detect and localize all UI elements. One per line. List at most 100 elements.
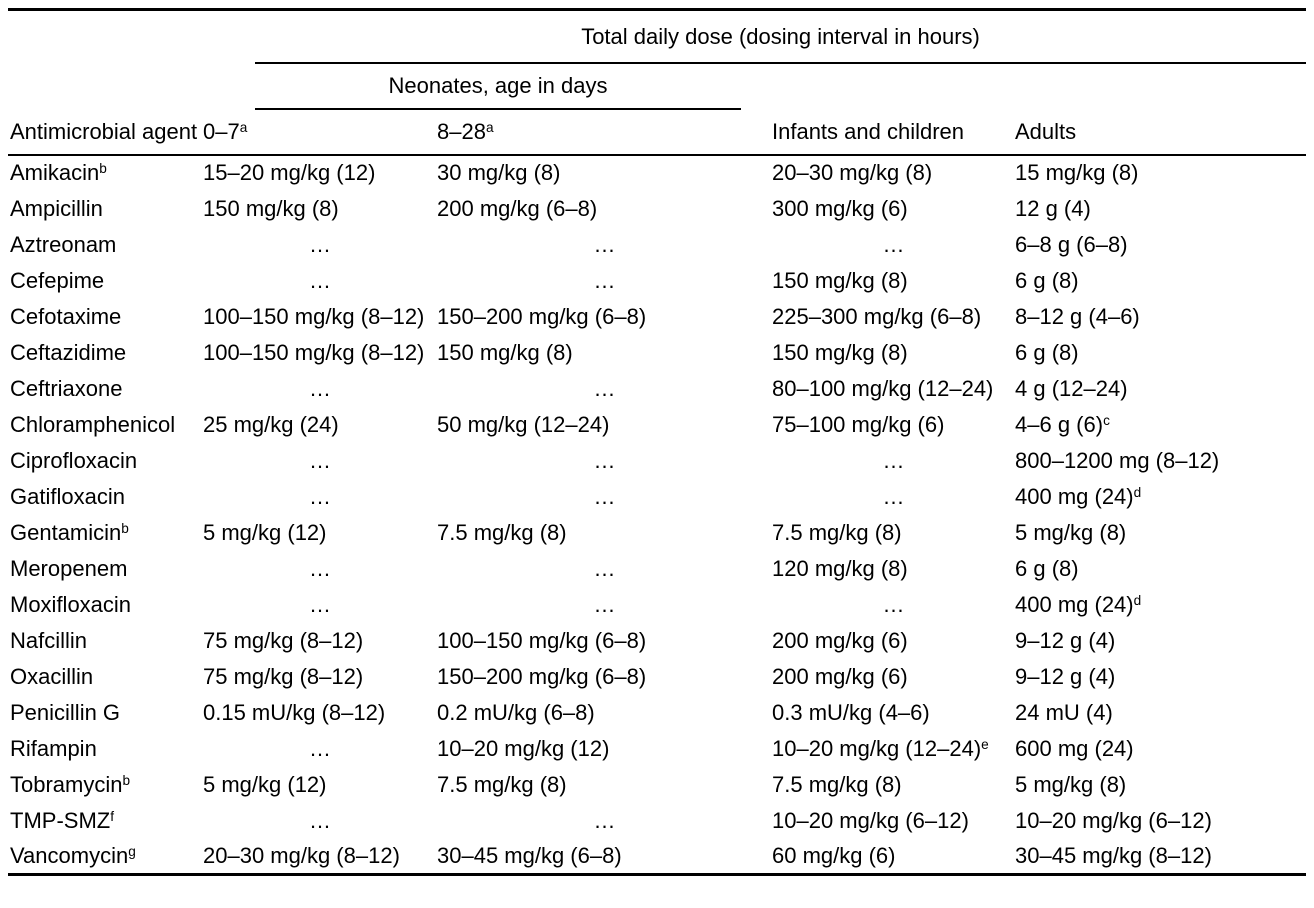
dose-cell: 150 mg/kg (8): [203, 195, 339, 221]
dose-cell: …: [593, 483, 616, 509]
dose-cell: 20–30 mg/kg (8): [772, 160, 933, 185]
col-header-adults: Adults: [1015, 109, 1307, 156]
footnote-marker-b: b: [99, 161, 107, 177]
dose-cell: 7.5 mg/kg (8): [437, 519, 567, 545]
dose-cell: 300 mg/kg (6): [772, 195, 908, 221]
dose-cell: 150 mg/kg (8): [437, 339, 573, 365]
dose-cell: 24 mU (4): [1015, 699, 1113, 725]
table-row: Moxifloxacin … … … 400 mg (24)d: [8, 587, 1306, 623]
footnote-marker-b: b: [122, 772, 131, 788]
dose-cell: …: [309, 375, 331, 401]
table-header: Total daily dose (dosing interval in hou…: [8, 10, 1307, 156]
dose-cell: 5 mg/kg (8): [1015, 519, 1127, 545]
dose-cell: …: [309, 555, 331, 581]
agent-cell: Gentamicinb: [10, 519, 129, 545]
table-row: Ciprofloxacin … … … 800–1200 mg (8–12): [8, 443, 1306, 479]
dose-cell: 75 mg/kg (8–12): [203, 663, 364, 689]
dose-cell: 4 g (12–24): [1015, 375, 1128, 401]
agent-cell: Vancomycing: [10, 842, 136, 868]
dose-cell: 200 mg/kg (6–8): [437, 195, 598, 221]
dose-cell: 10–20 mg/kg (12–24)e: [772, 735, 989, 761]
dose-cell: 9–12 g (4): [1015, 663, 1116, 689]
column-header-row: Antimicrobial agent 0–7a 8–28a Infants a…: [8, 109, 1307, 156]
dose-cell: 600 mg (24): [1015, 735, 1134, 761]
table-row: Ampicillin 150 mg/kg (8) 200 mg/kg (6–8) 30…: [8, 191, 1306, 227]
dose-cell: …: [593, 267, 616, 293]
dose-cell: 75–100 mg/kg (6): [772, 411, 945, 437]
dose-cell: 25 mg/kg (24): [203, 411, 339, 437]
agent-cell: Cefepime: [10, 267, 105, 293]
table-row: Amikacinb 15–20 mg/kg (12) 30 mg/kg (8) 20–…: [8, 155, 1306, 191]
dose-cell: 150–200 mg/kg (6–8): [437, 303, 647, 329]
spanner-rule-total: Total daily dose (dosing interval in hou…: [255, 13, 1307, 64]
footnote-marker-d: d: [1133, 484, 1142, 500]
footnote-marker-f: f: [110, 808, 114, 824]
footnote-marker-b: b: [121, 520, 129, 536]
footnote-marker-g: g: [128, 844, 136, 860]
table-row: TMP-SMZf … … 10–20 mg/kg (6–12) 10–20 mg/kg …: [8, 803, 1306, 839]
agent-cell: Meropenem: [10, 555, 128, 581]
dose-cell: 12 g (4): [1015, 195, 1091, 221]
dose-cell: 225–300 mg/kg (6–8): [772, 303, 982, 329]
dose-cell: 200 mg/kg (6): [772, 627, 908, 653]
dose-cell: 15 mg/kg (8): [1015, 160, 1139, 185]
dose-cell: 9–12 g (4): [1015, 627, 1116, 653]
spanner-rule-neonates: Neonates, age in days: [255, 64, 741, 110]
dose-cell: …: [309, 735, 331, 761]
dose-cell: …: [882, 483, 905, 509]
dose-cell: 0.15 mU/kg (8–12): [203, 699, 386, 725]
dose-cell: …: [882, 231, 905, 257]
dose-cell: 6–8 g (6–8): [1015, 231, 1128, 257]
agent-cell: Tobramycinb: [10, 771, 131, 797]
dose-cell: 100–150 mg/kg (8–12): [203, 339, 425, 365]
dose-cell: …: [309, 807, 331, 833]
dose-cell: 8–12 g (4–6): [1015, 303, 1140, 329]
dose-cell: 150 mg/kg (8): [772, 339, 908, 365]
col-header-neonates-8-28-label: 8–28: [437, 118, 486, 144]
spanner-cell-neonates: Neonates, age in days: [203, 64, 772, 110]
col-header-neonates-0-7-label: 0–7: [203, 118, 240, 144]
dose-cell: 150–200 mg/kg (6–8): [437, 663, 647, 689]
dose-cell: 80–100 mg/kg (12–24): [772, 375, 994, 401]
agent-cell: Cefotaxime: [10, 303, 122, 329]
dose-cell: …: [309, 483, 331, 509]
agent-cell: Nafcillin: [10, 627, 88, 653]
agent-cell: Gatifloxacin: [10, 483, 125, 509]
dose-cell: …: [882, 591, 905, 617]
spanner-row-neonates: Neonates, age in days: [8, 64, 1306, 110]
dose-cell: 4–6 g (6)c: [1015, 411, 1110, 437]
agent-cell: Ceftriaxone: [10, 375, 123, 401]
dose-cell: 800–1200 mg (8–12): [1015, 447, 1220, 473]
dose-cell: 100–150 mg/kg (6–8): [437, 627, 647, 653]
dose-cell: 50 mg/kg (12–24): [437, 411, 610, 437]
dose-cell: 15–20 mg/kg (12): [203, 160, 376, 185]
dose-cell: 10–20 mg/kg (12): [437, 735, 610, 761]
table-row: Vancomycing 20–30 mg/kg (8–12) 30–45 mg/kg…: [8, 839, 1306, 875]
dose-cell: 6 g (8): [1015, 555, 1079, 581]
table-row: Meropenem … … 120 mg/kg (8) 6 g (8): [8, 551, 1306, 587]
table-row: Cefotaxime 100–150 mg/kg (8–12) 150–200 mg…: [8, 299, 1306, 335]
dose-cell: 100–150 mg/kg (8–12): [203, 303, 425, 329]
dose-cell: 6 g (8): [1015, 267, 1079, 293]
blank-cell: [8, 10, 203, 64]
agent-cell: Penicillin G: [10, 699, 121, 725]
table-row: Ceftazidime 100–150 mg/kg (8–12) 150 mg/kg…: [8, 335, 1306, 371]
dose-cell: 0.2 mU/kg (6–8): [437, 699, 595, 725]
dose-cell: 20–30 mg/kg (8–12): [203, 842, 400, 868]
col-header-neonates-8-28: 8–28a: [437, 109, 772, 156]
table-row: Ceftriaxone … … 80–100 mg/kg (12–24) 4 g (12…: [8, 371, 1306, 407]
dose-cell: …: [593, 231, 616, 257]
dose-cell: 400 mg (24)d: [1015, 591, 1142, 617]
col-header-neonates-0-7: 0–7a: [203, 109, 437, 156]
spanner-cell-total: Total daily dose (dosing interval in hou…: [203, 10, 1307, 64]
agent-cell: Aztreonam: [10, 231, 117, 257]
dose-cell: 10–20 mg/kg (6–12): [772, 807, 969, 833]
table-row: Cefepime … … 150 mg/kg (8) 6 g (8): [8, 263, 1306, 299]
footnote-marker-d: d: [1133, 592, 1142, 608]
footnote-marker-a: a: [485, 119, 494, 135]
table-row: Oxacillin 75 mg/kg (8–12) 150–200 mg/kg (6…: [8, 659, 1306, 695]
table-row: Aztreonam … … … 6–8 g (6–8): [8, 227, 1306, 263]
table-body: Amikacinb 15–20 mg/kg (12) 30 mg/kg (8) 20–…: [8, 155, 1306, 875]
table-row: Gentamicinb 5 mg/kg (12) 7.5 mg/kg (8) 7.5 …: [8, 515, 1306, 551]
